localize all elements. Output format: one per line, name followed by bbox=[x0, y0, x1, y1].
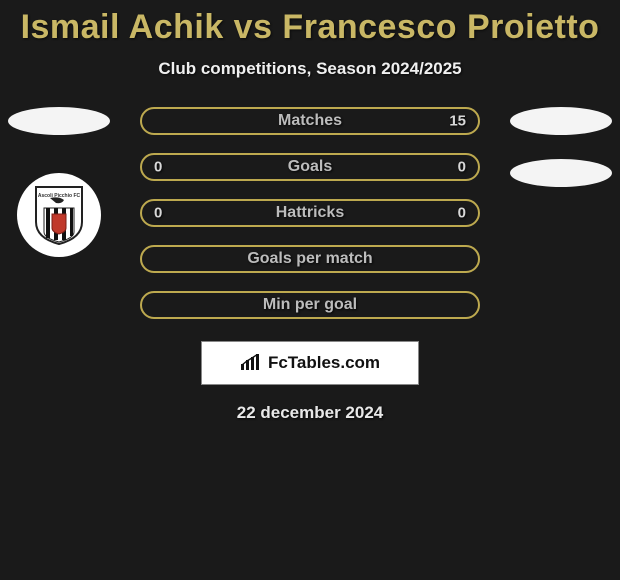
right-player-column bbox=[506, 107, 616, 211]
left-player-column: Ascoli Picchio FC bbox=[4, 107, 114, 257]
brand-box: FcTables.com bbox=[201, 341, 419, 385]
stat-left-value: 0 bbox=[154, 159, 162, 176]
left-club-badge: Ascoli Picchio FC bbox=[17, 173, 101, 257]
page-title: Ismail Achik vs Francesco Proietto bbox=[0, 8, 620, 47]
left-player-oval bbox=[8, 107, 110, 135]
stat-label: Goals bbox=[288, 158, 332, 176]
stat-pill-goals: 0 Goals 0 bbox=[140, 153, 480, 181]
stat-right-value: 0 bbox=[458, 205, 466, 222]
stat-label: Matches bbox=[278, 112, 342, 130]
stat-left-value: 0 bbox=[154, 205, 162, 222]
stat-label: Goals per match bbox=[247, 250, 372, 268]
stats-area: Ascoli Picchio FC Matches 15 bbox=[0, 107, 620, 423]
infographic-root: Ismail Achik vs Francesco Proietto Club … bbox=[0, 0, 620, 423]
page-subtitle: Club competitions, Season 2024/2025 bbox=[0, 59, 620, 79]
date-text: 22 december 2024 bbox=[0, 403, 620, 423]
stat-label: Hattricks bbox=[276, 204, 344, 222]
stat-pill-list: Matches 15 0 Goals 0 0 Hattricks 0 Goals… bbox=[140, 107, 480, 319]
ascoli-crest-icon: Ascoli Picchio FC bbox=[32, 184, 86, 246]
stat-right-value: 0 bbox=[458, 159, 466, 176]
right-player-oval-2 bbox=[510, 159, 612, 187]
brand-text: FcTables.com bbox=[268, 353, 380, 373]
stat-pill-hattricks: 0 Hattricks 0 bbox=[140, 199, 480, 227]
right-player-oval-1 bbox=[510, 107, 612, 135]
stat-pill-min-per-goal: Min per goal bbox=[140, 291, 480, 319]
stat-pill-goals-per-match: Goals per match bbox=[140, 245, 480, 273]
stat-right-value: 15 bbox=[449, 113, 466, 130]
stat-label: Min per goal bbox=[263, 296, 357, 314]
stat-pill-matches: Matches 15 bbox=[140, 107, 480, 135]
bar-chart-icon bbox=[240, 354, 262, 372]
